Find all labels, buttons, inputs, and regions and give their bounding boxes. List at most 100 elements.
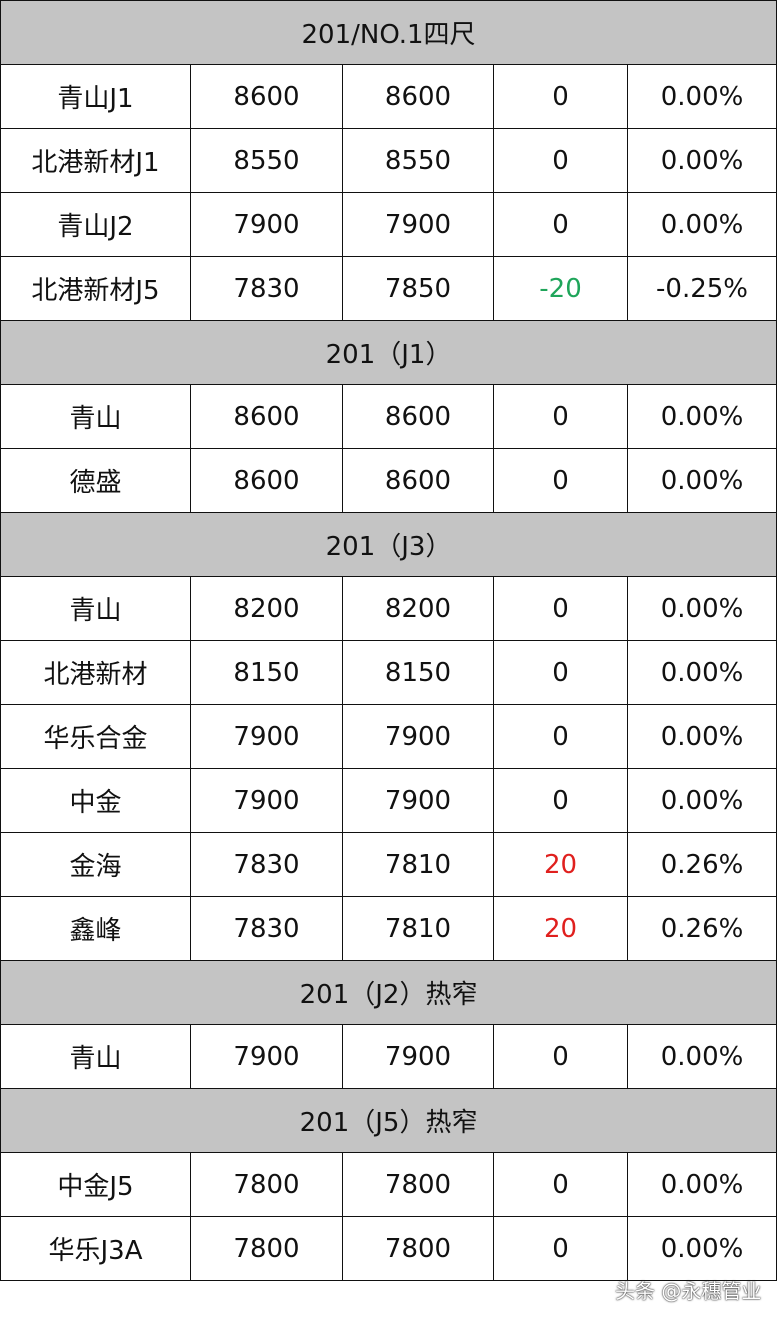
section-title: 201（J2）热窄 [0,960,777,1025]
change-percent-cell: 0.00% [626,384,777,449]
table-row: 中金J5 7800 7800 0 0.00% [0,1152,777,1217]
section-title: 201（J5）热窄 [0,1088,777,1153]
table-row: 北港新材 8150 8150 0 0.00% [0,640,777,705]
company-cell: 青山J2 [0,192,191,257]
section-header-row: 201（J5）热窄 [0,1088,777,1153]
change-cell: 0 [493,1216,628,1281]
company-cell: 青山 [0,576,191,641]
company-cell: 青山J1 [0,64,191,129]
change-cell: 0 [493,384,628,449]
watermark: 头条 @永穗管业 [615,1279,762,1303]
company-cell: 北港新材 [0,640,191,705]
table-row: 青山 8600 8600 0 0.00% [0,384,777,449]
change-percent-cell: 0.00% [626,768,777,833]
company-cell: 青山 [0,384,191,449]
change-cell: 20 [493,896,628,961]
change-percent-cell: 0.00% [626,1216,777,1281]
table-row: 华乐合金 7900 7900 0 0.00% [0,704,777,769]
company-cell: 青山 [0,1024,191,1089]
previous-price-cell: 7810 [342,896,494,961]
change-percent-cell: 0.00% [626,576,777,641]
section-header-row: 201/NO.1四尺 [0,0,777,65]
change-percent-cell: 0.00% [626,128,777,193]
today-price-cell: 8600 [190,448,343,513]
today-price-cell: 7900 [190,704,343,769]
company-cell: 鑫峰 [0,896,191,961]
today-price-cell: 7830 [190,896,343,961]
table-row: 青山 7900 7900 0 0.00% [0,1024,777,1089]
table-row: 青山J1 8600 8600 0 0.00% [0,64,777,129]
section-header-row: 201（J2）热窄 [0,960,777,1025]
previous-price-cell: 8150 [342,640,494,705]
today-price-cell: 8150 [190,640,343,705]
previous-price-cell: 7810 [342,832,494,897]
change-cell: 0 [493,64,628,129]
company-cell: 华乐J3A [0,1216,191,1281]
table-row: 德盛 8600 8600 0 0.00% [0,448,777,513]
change-percent-cell: 0.00% [626,64,777,129]
company-cell: 金海 [0,832,191,897]
today-price-cell: 7800 [190,1152,343,1217]
previous-price-cell: 7850 [342,256,494,321]
change-cell: 0 [493,768,628,833]
company-cell: 德盛 [0,448,191,513]
today-price-cell: 7800 [190,1216,343,1281]
table-row: 北港新材J1 8550 8550 0 0.00% [0,128,777,193]
change-percent-cell: 0.00% [626,448,777,513]
today-price-cell: 7900 [190,768,343,833]
table-row: 青山J2 7900 7900 0 0.00% [0,192,777,257]
change-percent-cell: -0.25% [626,256,777,321]
previous-price-cell: 7900 [342,768,494,833]
change-percent-cell: 0.26% [626,832,777,897]
change-cell: 0 [493,448,628,513]
today-price-cell: 8600 [190,64,343,129]
change-cell: 20 [493,832,628,897]
previous-price-cell: 8600 [342,448,494,513]
previous-price-cell: 7800 [342,1216,494,1281]
company-cell: 中金J5 [0,1152,191,1217]
section-header-row: 201（J3） [0,512,777,577]
table-row: 青山 8200 8200 0 0.00% [0,576,777,641]
table-row: 中金 7900 7900 0 0.00% [0,768,777,833]
section-title: 201（J3） [0,512,777,577]
today-price-cell: 7900 [190,192,343,257]
section-title: 201（J1） [0,320,777,385]
table-row: 北港新材J5 7830 7850 -20 -0.25% [0,256,777,321]
table-row: 华乐J3A 7800 7800 0 0.00% [0,1216,777,1281]
today-price-cell: 7900 [190,1024,343,1089]
table-row: 鑫峰 7830 7810 20 0.26% [0,896,777,961]
section-title: 201/NO.1四尺 [0,0,777,65]
previous-price-cell: 8600 [342,384,494,449]
change-percent-cell: 0.26% [626,896,777,961]
company-cell: 北港新材J5 [0,256,191,321]
previous-price-cell: 8600 [342,64,494,129]
change-percent-cell: 0.00% [626,704,777,769]
previous-price-cell: 7900 [342,192,494,257]
change-cell: 0 [493,576,628,641]
change-percent-cell: 0.00% [626,1152,777,1217]
today-price-cell: 8200 [190,576,343,641]
table-row: 金海 7830 7810 20 0.26% [0,832,777,897]
change-percent-cell: 0.00% [626,640,777,705]
company-cell: 华乐合金 [0,704,191,769]
previous-price-cell: 8200 [342,576,494,641]
today-price-cell: 8550 [190,128,343,193]
change-cell: 0 [493,192,628,257]
previous-price-cell: 8550 [342,128,494,193]
previous-price-cell: 7900 [342,704,494,769]
previous-price-cell: 7800 [342,1152,494,1217]
change-cell: 0 [493,640,628,705]
today-price-cell: 7830 [190,832,343,897]
company-cell: 北港新材J1 [0,128,191,193]
section-header-row: 201（J1） [0,320,777,385]
today-price-cell: 7830 [190,256,343,321]
today-price-cell: 8600 [190,384,343,449]
previous-price-cell: 7900 [342,1024,494,1089]
change-percent-cell: 0.00% [626,1024,777,1089]
change-percent-cell: 0.00% [626,192,777,257]
change-cell: -20 [493,256,628,321]
change-cell: 0 [493,1152,628,1217]
company-cell: 中金 [0,768,191,833]
price-table: 201/NO.1四尺 青山J1 8600 8600 0 0.00% 北港新材J1 8550 85… [0,0,777,1281]
change-cell: 0 [493,128,628,193]
